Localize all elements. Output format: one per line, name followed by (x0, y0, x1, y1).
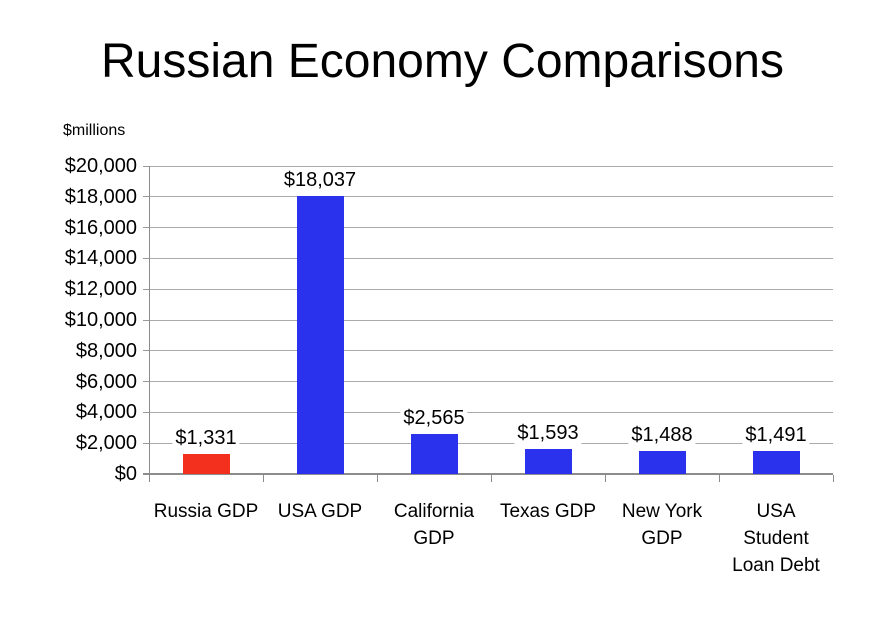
y-tick-mark-4000 (143, 411, 149, 413)
y-axis-unit-label: $millions (63, 122, 126, 139)
category-label-new-york-gdp: New York GDP (621, 501, 703, 549)
y-tick-mark-14000 (143, 257, 149, 259)
bar-new-york-gdp (638, 451, 686, 474)
y-tick-label-20-000: $20,000 (64, 155, 137, 177)
value-label-usa-gdp: $18,037 (280, 168, 360, 193)
chart-title: Russian Economy Comparisons (101, 35, 784, 88)
value-label-texas-gdp: $1,593 (514, 421, 582, 446)
gridline-18000 (149, 196, 833, 198)
value-label-california-gdp: $2,565 (400, 406, 468, 431)
bar-russia-gdp (182, 453, 230, 474)
y-tick-label-14-000: $14,000 (64, 247, 137, 270)
y-tick-label-2-000: $2,000 (75, 432, 137, 455)
category-label-russia-gdp: Russia GDP (153, 501, 259, 522)
y-tick-label-6-000: $6,000 (75, 370, 137, 393)
y-tick-mark-6000 (143, 381, 149, 383)
x-axis-line (143, 473, 833, 475)
category-label-texas-gdp: Texas GDP (499, 501, 597, 522)
y-tick-label-16-000: $16,000 (64, 216, 137, 239)
y-tick-mark-12000 (143, 288, 149, 290)
x-tick-mark-0 (149, 475, 150, 482)
category-label-usa-gdp: USA GDP (277, 501, 363, 522)
y-tick-label-18-000: $18,000 (64, 185, 137, 208)
x-tick-mark-5 (719, 475, 720, 482)
bar-usa-student-loan-debt (752, 451, 800, 474)
bar-texas-gdp (524, 449, 572, 474)
gridline-14000 (149, 257, 833, 259)
y-tick-label-8-000: $8,000 (75, 339, 137, 362)
y-tick-label-12-000: $12,000 (64, 278, 137, 301)
category-label-california-gdp: California GDP (393, 501, 475, 549)
gridline-8000 (149, 350, 833, 352)
bar-usa-gdp (296, 196, 344, 474)
x-tick-mark-3 (491, 475, 492, 482)
value-label-russia-gdp: $1,331 (172, 425, 240, 450)
gridline-2000 (149, 442, 833, 444)
y-tick-mark-2000 (143, 442, 149, 444)
gridline-16000 (149, 227, 833, 229)
y-tick-label-4-000: $4,000 (75, 401, 137, 424)
gridline-20000 (149, 165, 833, 167)
value-label-usa-student-loan-debt: $1,491 (742, 423, 810, 448)
y-tick-mark-10000 (143, 319, 149, 321)
gridline-6000 (149, 381, 833, 383)
y-tick-mark-18000 (143, 196, 149, 198)
bar-california-gdp (410, 434, 458, 474)
gridline-4000 (149, 411, 833, 413)
y-tick-mark-20000 (143, 165, 149, 167)
y-tick-label-10-000: $10,000 (64, 309, 137, 331)
y-tick-mark-16000 (143, 227, 149, 229)
x-tick-mark-2 (377, 475, 378, 482)
x-tick-mark-4 (605, 475, 606, 482)
gridline-10000 (149, 319, 833, 321)
y-tick-label-0: $0 (114, 463, 137, 485)
x-tick-mark-1 (263, 475, 264, 482)
x-tick-mark-6 (833, 475, 834, 482)
value-label-new-york-gdp: $1,488 (628, 423, 696, 448)
y-axis-line (149, 166, 150, 474)
gridline-12000 (149, 288, 833, 290)
category-label-usa-student-loan-debt: USA Student Loan Debt (732, 501, 820, 576)
y-tick-mark-8000 (143, 350, 149, 352)
